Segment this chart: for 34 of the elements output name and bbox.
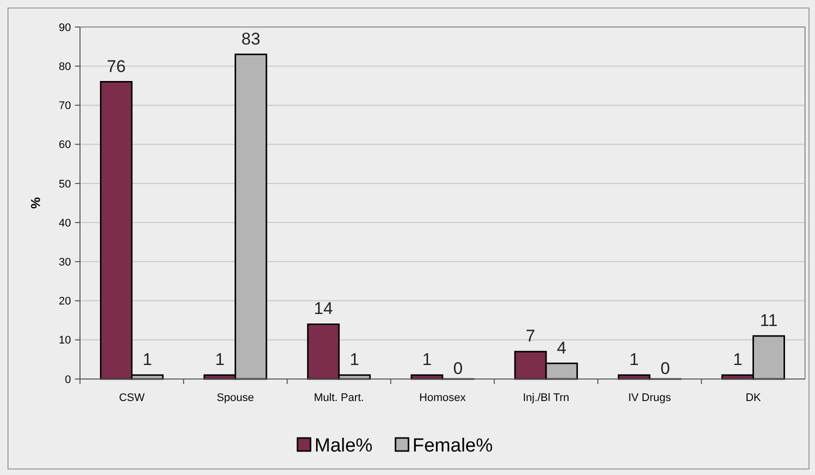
y-tick-label: 0 (64, 374, 71, 386)
x-tick-label: IV Drugs (628, 392, 672, 404)
y-tick-label: 20 (58, 296, 71, 308)
y-tick-label: 30 (58, 256, 71, 269)
data-label: 0 (453, 359, 463, 378)
data-label: 1 (732, 350, 742, 370)
data-label: 1 (350, 350, 360, 370)
x-tick-label: DK (746, 392, 762, 404)
y-tick-label: 40 (58, 217, 71, 230)
data-label: 1 (142, 350, 152, 370)
x-tick-label: Inj./Bl Trn (522, 392, 570, 404)
x-tick-label: CSW (118, 392, 146, 404)
data-label: 4 (556, 338, 566, 358)
data-label: 14 (314, 299, 333, 318)
y-tick-label: 60 (58, 139, 71, 152)
legend-label: Female% (412, 436, 493, 457)
x-tick-label: Mult. Part. (314, 392, 364, 404)
legend-label: Male% (314, 436, 373, 457)
data-label: 83 (241, 29, 260, 48)
y-tick-label: 80 (58, 60, 71, 73)
data-label: 7 (526, 326, 536, 346)
data-label: 76 (106, 56, 126, 76)
y-tick-label: 50 (58, 178, 71, 190)
y-tick-label: 90 (58, 22, 71, 34)
data-label: 11 (760, 310, 778, 330)
y-axis-title: % (28, 196, 43, 209)
data-label: 0 (660, 359, 670, 378)
x-tick-label: Homosex (419, 392, 466, 404)
x-tick-label: Spouse (216, 392, 254, 404)
data-label: 1 (215, 350, 225, 370)
data-label: 1 (629, 350, 639, 370)
data-label: 1 (422, 350, 432, 370)
y-tick-label: 10 (58, 334, 71, 347)
y-tick-label: 70 (58, 100, 71, 112)
